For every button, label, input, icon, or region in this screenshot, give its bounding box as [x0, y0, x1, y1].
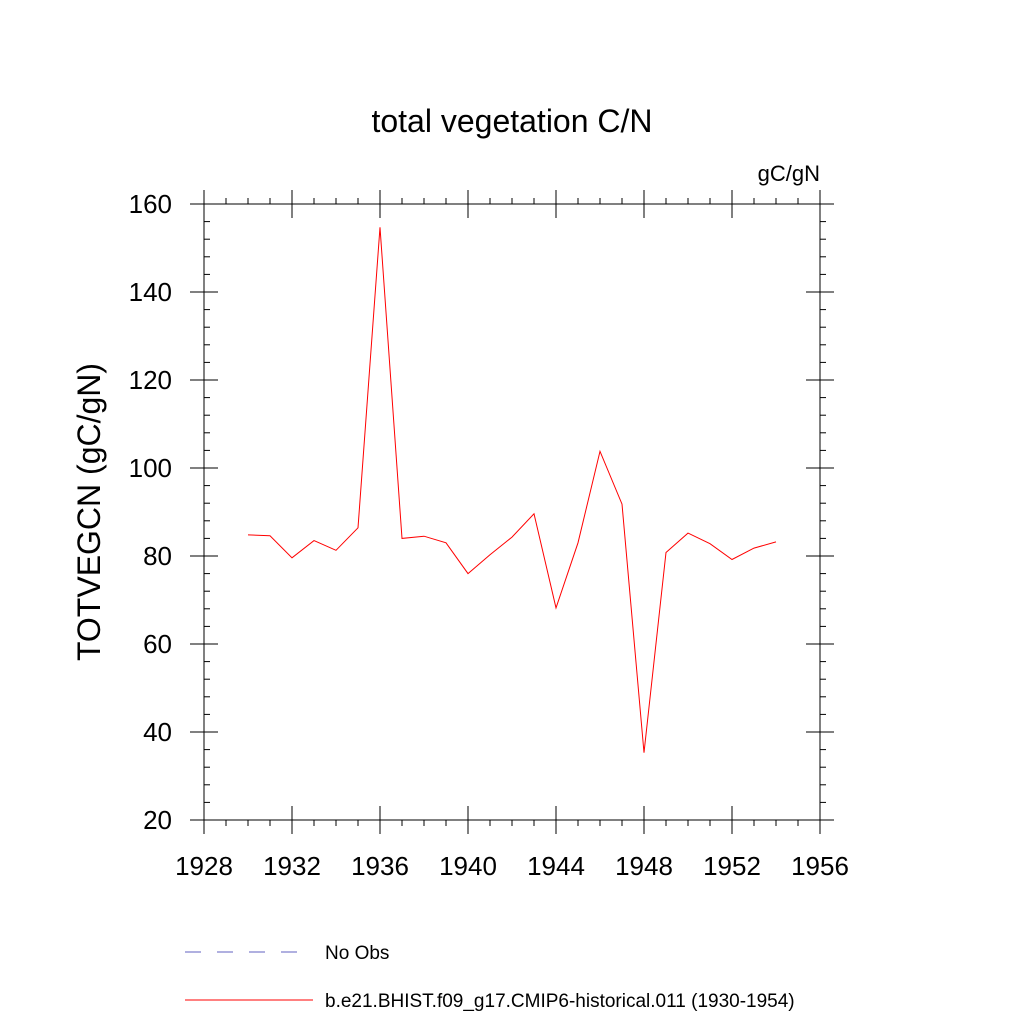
plot-frame: [203, 203, 821, 821]
y-tick-label: 80: [143, 541, 172, 571]
x-tick-label: 1956: [791, 851, 849, 881]
legend-label: b.e21.BHIST.f09_g17.CMIP6-historical.011…: [325, 991, 795, 1012]
y-tick-label: 160: [129, 189, 172, 219]
series-line: [247, 227, 777, 753]
units-label: gC/gN: [758, 161, 820, 186]
y-tick-label: 140: [129, 277, 172, 307]
major-ticks: [190, 190, 834, 834]
minor-ticks: [204, 198, 826, 826]
legend-label: No Obs: [325, 943, 389, 964]
x-tick-labels: 1928 1932 1936 1940 1944 1948 1952 1956: [175, 851, 849, 881]
x-tick-label: 1936: [351, 851, 409, 881]
x-tick-label: 1948: [615, 851, 673, 881]
y-tick-label: 60: [143, 629, 172, 659]
y-axis-title: TOTVEGCN (gC/gN): [71, 363, 107, 661]
series-layer: [247, 227, 777, 753]
x-tick-label: 1940: [439, 851, 497, 881]
y-tick-label: 100: [129, 453, 172, 483]
y-tick-label: 120: [129, 365, 172, 395]
legend: No Obs b.e21.BHIST.f09_g17.CMIP6-historic…: [185, 943, 795, 1012]
chart-title: total vegetation C/N: [371, 103, 652, 139]
y-tick-labels: 20 40 60 80 100 120 140 160: [129, 189, 172, 835]
x-tick-label: 1928: [175, 851, 233, 881]
x-tick-label: 1952: [703, 851, 761, 881]
x-tick-label: 1944: [527, 851, 585, 881]
y-tick-label: 40: [143, 717, 172, 747]
y-tick-label: 20: [143, 805, 172, 835]
x-tick-label: 1932: [263, 851, 321, 881]
